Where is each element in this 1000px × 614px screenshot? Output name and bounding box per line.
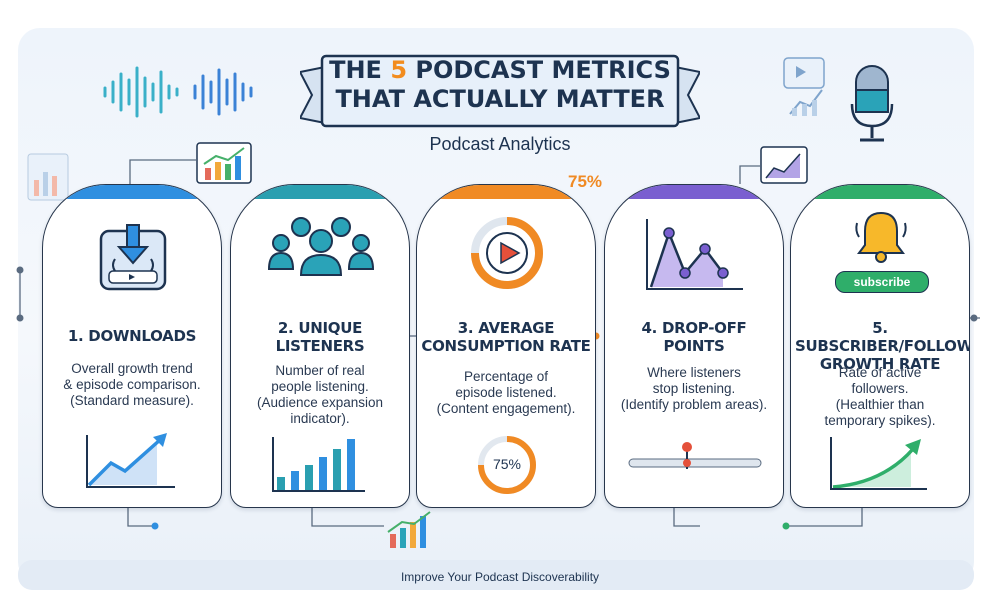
metric-card-average-consumption: 3. AVERAGE CONSUMPTION RATE Percentage of…: [416, 184, 596, 508]
drop-off-line-chart-icon: [646, 219, 743, 290]
progress-gauge-icon: [478, 436, 536, 494]
play-progress-icon: [471, 217, 543, 289]
download-icon: [99, 224, 167, 291]
timeline-marker-icon: [628, 442, 762, 469]
card-title: 4. DROP-OFF POINTS: [641, 319, 747, 355]
microphone-icon: [850, 65, 894, 142]
metric-card-drop-off-points: 4. DROP-OFF POINTS Where listeners stop li…: [604, 184, 784, 508]
card-title: 1. DOWNLOADS: [67, 327, 197, 345]
page-title: THE 5 PODCAST METRICS THAT ACTUALLY MATT…: [329, 56, 671, 113]
card-accent-arch: [605, 185, 783, 199]
subscribe-badge: subscribe: [835, 271, 929, 293]
card-title: 5. SUBSCRIBER/FOLLOWERGROWTH RATE: [795, 319, 969, 373]
card-accent-arch: [791, 185, 969, 199]
title-banner: [300, 54, 700, 128]
card-description: Rate of active followers. (Healthier than t…: [824, 365, 936, 428]
bottom-bar: [18, 560, 974, 590]
card-title: 2. UNIQUE LISTENERS: [275, 319, 365, 355]
footer-caption: Improve Your Podcast Discoverability: [400, 570, 600, 584]
trend-chart-decor-icon: [760, 146, 808, 184]
bar-chart-decor-icon: [387, 511, 431, 548]
card-description: Number of real people listening. (Audience…: [256, 363, 384, 426]
growth-chart-decor-icon: [196, 142, 252, 184]
card-title: 3. AVERAGE CONSUMPTION RATE: [421, 319, 591, 355]
metric-card-unique-listeners: 2. UNIQUE LISTENERS Number of real people …: [230, 184, 410, 508]
bell-icon: [855, 211, 907, 263]
growth-curve-icon: [830, 437, 927, 490]
bar-chart-icon: [272, 437, 365, 492]
card-description: Overall growth trend & episode comparison…: [63, 361, 201, 408]
card-accent-arch: [231, 185, 409, 199]
metric-card-downloads: 1. DOWNLOADS Overall growth trend & episo…: [42, 184, 222, 508]
card-description: Percentage of episode listened. (Content e…: [436, 369, 576, 416]
gauge-value-label: 75%: [492, 456, 522, 472]
growth-line-chart-icon: [86, 433, 175, 488]
page-subtitle: Podcast Analytics: [429, 134, 571, 154]
sound-wave-left-icon: [103, 66, 253, 118]
card-description: Where listeners stop listening. (Identify …: [620, 365, 768, 412]
card-accent-arch: [417, 185, 595, 199]
users-group-icon: [267, 217, 375, 276]
metric-card-subscriber-growth: subscribe 5. SUBSCRIBER/FOLLOWERGROWTH R…: [790, 184, 970, 508]
card-accent-arch: [43, 185, 221, 199]
analytics-window-icon: [783, 57, 825, 116]
